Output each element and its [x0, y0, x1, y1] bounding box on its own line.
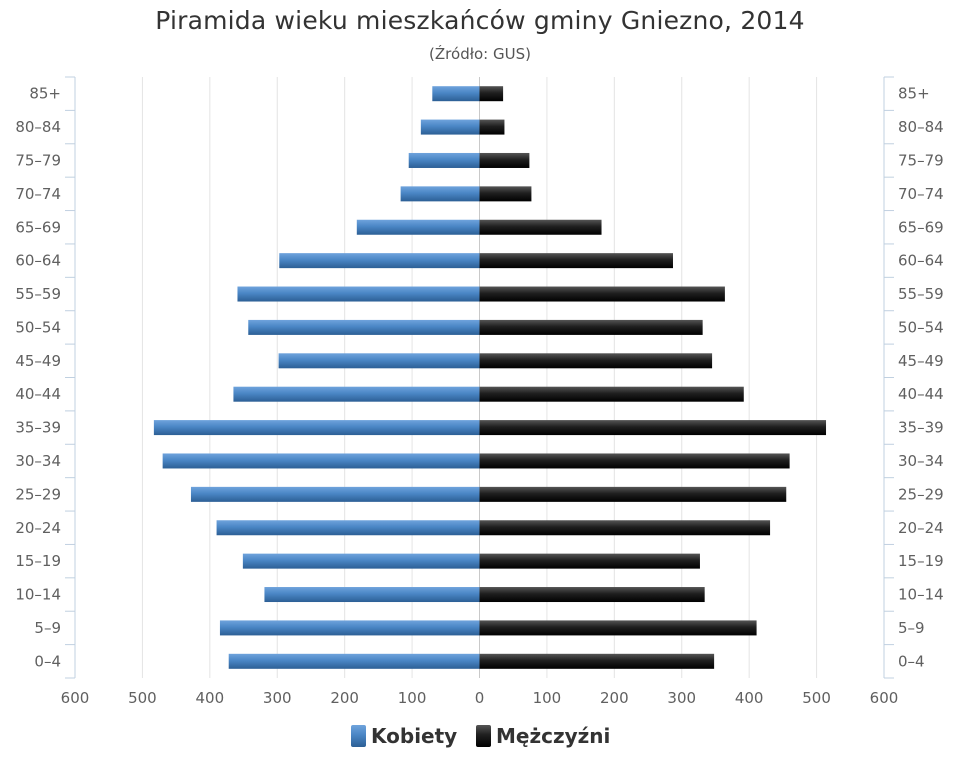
legend-label-kobiety[interactable]: Kobiety: [371, 724, 457, 748]
bar-kobiety-70-74[interactable]: [400, 186, 480, 202]
bar-mezczyzni-80-84[interactable]: [479, 119, 505, 135]
category-label-right: 85+: [898, 85, 930, 103]
x-tick-label: 300: [667, 689, 696, 707]
bar-kobiety-0-4[interactable]: [228, 653, 480, 669]
category-label-left: 15–19: [15, 552, 61, 570]
bar-kobiety-55-59[interactable]: [237, 286, 480, 302]
category-label-right: 60–64: [898, 252, 944, 270]
bar-mezczyzni-20-24[interactable]: [479, 520, 771, 536]
bar-mezczyzni-40-44[interactable]: [479, 386, 744, 402]
bar-mezczyzni-35-39[interactable]: [479, 420, 827, 436]
bar-kobiety-20-24[interactable]: [216, 520, 480, 536]
category-label-right: 10–14: [898, 586, 944, 604]
bar-mezczyzni-75-79[interactable]: [479, 152, 530, 168]
category-label-right: 0–4: [898, 652, 925, 670]
bar-kobiety-65-69[interactable]: [356, 219, 480, 235]
bar-kobiety-85+[interactable]: [432, 86, 480, 102]
category-label-left: 75–79: [15, 151, 61, 169]
bar-kobiety-30-34[interactable]: [162, 453, 480, 469]
x-tick-label: 600: [61, 689, 90, 707]
x-tick-label: 400: [196, 689, 225, 707]
chart-title: Piramida wieku mieszkańców gminy Gniezno…: [155, 6, 805, 35]
bar-mezczyzni-55-59[interactable]: [479, 286, 725, 302]
x-tick-label: 500: [802, 689, 831, 707]
category-label-left: 45–49: [15, 352, 61, 370]
bar-kobiety-40-44[interactable]: [233, 386, 480, 402]
bar-mezczyzni-70-74[interactable]: [479, 186, 532, 202]
legend-swatch-mezczyzni[interactable]: [476, 725, 491, 747]
bar-mezczyzni-60-64[interactable]: [479, 253, 673, 269]
x-tick-label: 0: [475, 689, 485, 707]
bar-kobiety-45-49[interactable]: [278, 353, 480, 369]
bar-mezczyzni-65-69[interactable]: [479, 219, 602, 235]
category-label-right: 20–24: [898, 519, 944, 537]
category-label-right: 75–79: [898, 151, 944, 169]
category-label-left: 30–34: [15, 452, 61, 470]
x-tick-label: 200: [600, 689, 629, 707]
x-tick-label: 300: [263, 689, 292, 707]
category-label-right: 5–9: [898, 619, 925, 637]
bar-kobiety-15-19[interactable]: [242, 553, 480, 569]
category-label-right: 15–19: [898, 552, 944, 570]
bar-mezczyzni-25-29[interactable]: [479, 486, 787, 502]
x-tick-label: 500: [128, 689, 157, 707]
category-label-left: 5–9: [34, 619, 61, 637]
legend-swatch-kobiety[interactable]: [351, 725, 366, 747]
bar-mezczyzni-15-19[interactable]: [479, 553, 700, 569]
chart-subtitle: (Źródło: GUS): [429, 45, 531, 63]
category-label-left: 80–84: [15, 118, 61, 136]
bar-kobiety-25-29[interactable]: [190, 486, 480, 502]
category-label-right: 50–54: [898, 318, 944, 336]
category-label-left: 55–59: [15, 285, 61, 303]
category-label-left: 40–44: [15, 385, 61, 403]
category-label-right: 70–74: [898, 185, 944, 203]
bar-kobiety-5-9[interactable]: [219, 620, 480, 636]
bar-mezczyzni-50-54[interactable]: [479, 319, 703, 335]
bar-mezczyzni-85+[interactable]: [479, 86, 504, 102]
bar-mezczyzni-5-9[interactable]: [479, 620, 757, 636]
category-label-right: 80–84: [898, 118, 944, 136]
category-label-right: 30–34: [898, 452, 944, 470]
bar-kobiety-75-79[interactable]: [408, 152, 480, 168]
x-tick-label: 400: [735, 689, 764, 707]
bar-kobiety-60-64[interactable]: [279, 253, 480, 269]
x-tick-label: 200: [330, 689, 359, 707]
x-tick-label: 100: [398, 689, 427, 707]
bar-mezczyzni-0-4[interactable]: [479, 653, 715, 669]
x-tick-label: 100: [533, 689, 562, 707]
category-label-left: 70–74: [15, 185, 61, 203]
category-label-right: 45–49: [898, 352, 944, 370]
category-label-left: 0–4: [34, 652, 61, 670]
bar-kobiety-50-54[interactable]: [248, 319, 480, 335]
category-label-left: 85+: [29, 85, 61, 103]
category-label-left: 35–39: [15, 419, 61, 437]
bar-mezczyzni-10-14[interactable]: [479, 587, 705, 603]
category-label-left: 60–64: [15, 252, 61, 270]
bar-kobiety-10-14[interactable]: [264, 587, 480, 603]
category-label-right: 65–69: [898, 218, 944, 236]
category-label-left: 10–14: [15, 586, 61, 604]
category-label-left: 25–29: [15, 485, 61, 503]
legend-label-mezczyzni[interactable]: Mężczyźni: [496, 724, 610, 748]
category-label-right: 40–44: [898, 385, 944, 403]
category-label-left: 50–54: [15, 318, 61, 336]
bar-kobiety-35-39[interactable]: [153, 420, 480, 436]
bar-mezczyzni-30-34[interactable]: [479, 453, 790, 469]
bar-mezczyzni-45-49[interactable]: [479, 353, 713, 369]
x-tick-label: 600: [870, 689, 899, 707]
category-label-right: 55–59: [898, 285, 944, 303]
category-label-right: 35–39: [898, 419, 944, 437]
category-label-left: 20–24: [15, 519, 61, 537]
category-label-left: 65–69: [15, 218, 61, 236]
bar-kobiety-80-84[interactable]: [420, 119, 480, 135]
category-label-right: 25–29: [898, 485, 944, 503]
